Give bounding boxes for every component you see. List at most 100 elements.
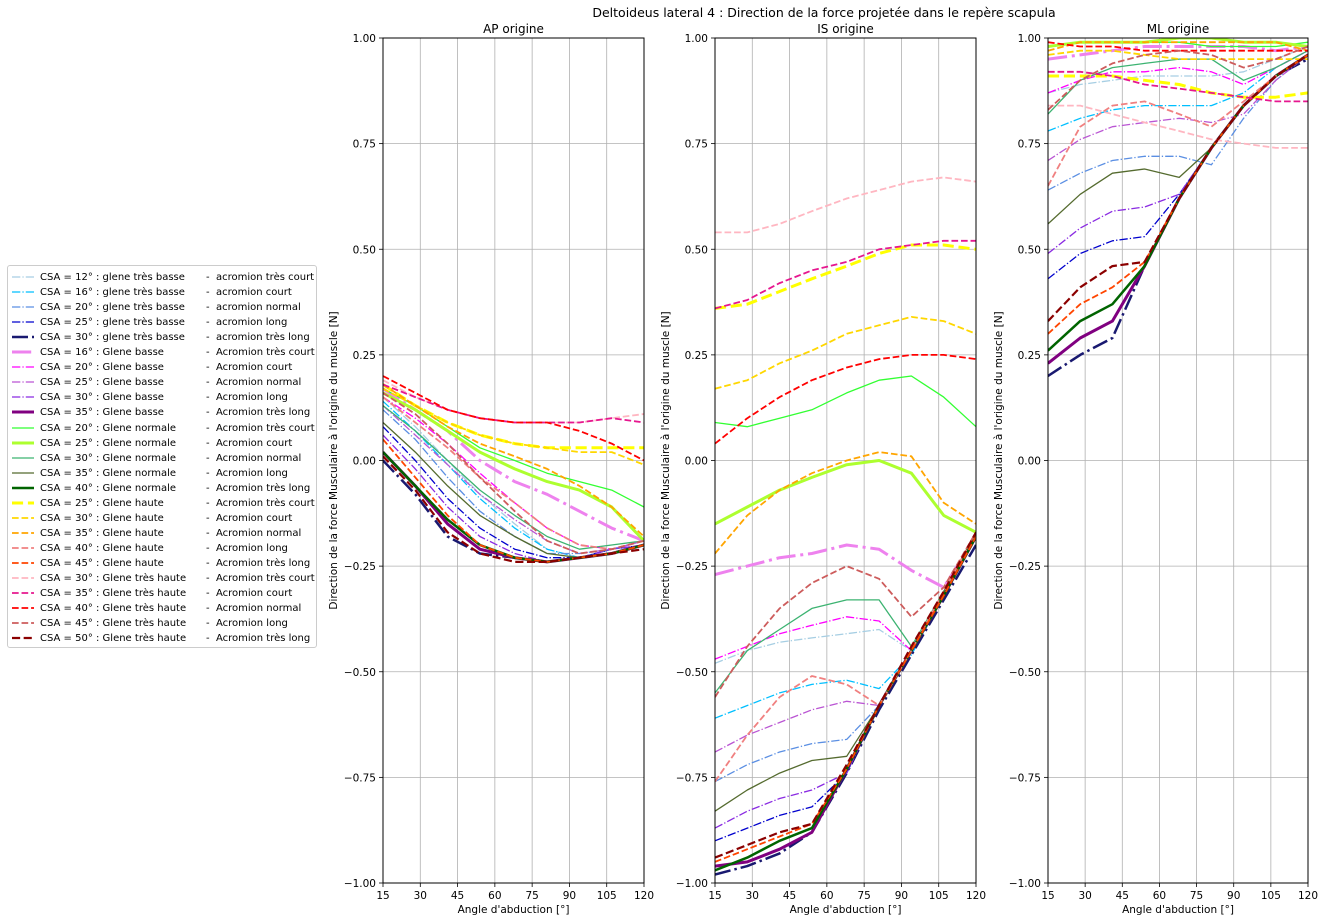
legend-label: - Acromion court — [206, 362, 293, 374]
x-tick-label: 60 — [1153, 890, 1166, 902]
series-line-18 — [383, 383, 644, 538]
series-line-15 — [1048, 53, 1308, 352]
series-line-22 — [1048, 70, 1308, 103]
series-line-3 — [715, 531, 976, 783]
series-line-21 — [715, 176, 976, 234]
x-tick-label: 90 — [563, 890, 576, 902]
y-tick-label: −1.00 — [676, 878, 708, 890]
legend-entry: CSA = 40° : Glene normale - Acromion très… — [8, 481, 316, 496]
y-tick-label: −0.25 — [1009, 561, 1041, 573]
legend-label: - Acromion normal — [206, 377, 302, 389]
series-line-24 — [715, 531, 976, 698]
y-tick-label: 0.75 — [685, 139, 708, 151]
series-line-6 — [383, 387, 644, 543]
legend-label: CSA = 30° : Glene normale — [40, 452, 177, 464]
legend-entry: CSA = 25° : Glene haute - Acromion très c… — [8, 496, 316, 511]
x-tick-label: 105 — [929, 890, 949, 902]
series-line-19 — [383, 396, 644, 551]
x-tick-label: 60 — [820, 890, 833, 902]
series-line-13 — [1048, 50, 1308, 115]
subplot-2: 15 30 45 60 75 90 105 120 −1.00 −0.75 −0.50 −0.25 0.… — [660, 22, 986, 916]
x-tick-label: 30 — [414, 890, 427, 902]
legend-label: CSA = 50° : Glene très haute — [40, 633, 187, 645]
legend-entry: CSA = 30° : Glene très haute - Acromion t… — [8, 571, 316, 586]
x-tick-label: 75 — [1190, 890, 1203, 902]
series-line-23 — [1048, 41, 1308, 52]
series-line-8 — [1048, 54, 1308, 162]
series-line-12 — [383, 391, 644, 542]
y-tick-label: −0.50 — [676, 667, 708, 679]
series-line-11 — [383, 388, 644, 508]
legend-entry: CSA = 30° : Glene haute - Acromion court — [8, 511, 316, 526]
series-line-24 — [1048, 45, 1308, 111]
legend-swatch — [12, 592, 34, 594]
legend-entry: CSA = 25° : Glene normale - Acromion cour… — [8, 436, 316, 451]
legend-label: - Acromion long — [206, 618, 288, 630]
series-line-22 — [383, 383, 644, 424]
x-tick-label: 45 — [451, 890, 464, 902]
series-line-23 — [715, 353, 976, 445]
x-axis-label: Angle d'abduction [°] — [1122, 904, 1234, 916]
subplot-title: ML origine — [1147, 22, 1209, 36]
legend-swatch — [12, 396, 34, 399]
series-line-11 — [715, 375, 976, 428]
legend-label: - acromion long — [206, 317, 288, 329]
x-tick-label: 30 — [746, 890, 759, 902]
legend-entry: CSA = 25° : Glene basse - Acromion normal — [8, 375, 316, 390]
y-tick-label: 0.25 — [1018, 350, 1041, 362]
legend-swatch — [12, 486, 34, 489]
legend-label: - Acromion normal — [206, 603, 302, 615]
legend: CSA = 12° : glene très basse - acromion t… — [7, 265, 317, 648]
legend-swatch — [12, 622, 34, 625]
legend-swatch — [12, 637, 34, 640]
series-line-20 — [715, 536, 976, 863]
y-axis-label: Direction de la force Musculaire à l'ori… — [328, 311, 340, 609]
legend-label: CSA = 25° : Glene normale — [40, 437, 177, 449]
legend-label: - Acromion très long — [206, 633, 311, 645]
legend-label: CSA = 45° : Glene très haute — [40, 618, 187, 630]
series-group — [1048, 38, 1308, 378]
legend-entry: CSA = 25° : glene très basse - acromion l… — [8, 315, 316, 330]
legend-label: - Acromion court — [206, 588, 293, 600]
legend-label: CSA = 16° : glene très basse — [40, 287, 185, 299]
series-line-25 — [383, 455, 644, 564]
legend-label: - Acromion très court — [206, 422, 315, 434]
legend-label: - Acromion long — [206, 467, 288, 479]
legend-swatch — [12, 306, 34, 308]
x-tick-label: 120 — [1298, 890, 1318, 902]
series-line-12 — [715, 459, 976, 534]
y-tick-label: −0.75 — [676, 772, 708, 784]
series-line-22 — [715, 239, 976, 310]
y-tick-label: −0.50 — [1009, 667, 1041, 679]
y-tick-label: 0.50 — [1018, 244, 1041, 256]
series-line-17 — [715, 315, 976, 390]
legend-label: - Acromion long — [206, 542, 288, 554]
legend-entry: CSA = 45° : Glene très haute - Acromion l… — [8, 616, 316, 631]
legend-swatch — [12, 441, 34, 445]
legend-swatch — [12, 456, 34, 459]
legend-entry: CSA = 30° : Glene normale - Acromion norm… — [8, 451, 316, 466]
legend-swatch — [12, 321, 34, 323]
legend-label: CSA = 30° : Glene très haute — [40, 573, 187, 584]
legend-entry: CSA = 20° : Glene basse - Acromion court — [8, 360, 316, 375]
y-tick-label: −0.75 — [344, 772, 376, 784]
legend-entry: CSA = 16° : Glene basse - Acromion très c… — [8, 345, 316, 360]
y-axis-label: Direction de la force Musculaire à l'ori… — [993, 311, 1005, 609]
legend-label: - Acromion très long — [206, 482, 311, 494]
legend-label: CSA = 20° : Glene normale — [40, 422, 177, 434]
y-tick-label: 0.75 — [1018, 139, 1041, 151]
series-line-19 — [715, 531, 976, 783]
series-line-6 — [715, 535, 976, 589]
legend-label: CSA = 20° : Glene basse — [40, 362, 164, 374]
legend-entry: CSA = 40° : Glene très haute - Acromion n… — [8, 601, 316, 616]
y-tick-label: 1.00 — [1018, 33, 1041, 45]
legend-swatch — [12, 366, 34, 368]
legend-label: CSA = 12° : glene très basse — [40, 272, 185, 283]
series-line-3 — [1048, 54, 1308, 191]
y-tick-label: 0.50 — [353, 244, 376, 256]
y-tick-label: 0.00 — [1018, 456, 1041, 468]
legend-label: CSA = 35° : Glene très haute — [40, 588, 187, 600]
series-line-7 — [1048, 50, 1308, 94]
y-tick-label: 0.50 — [685, 244, 708, 256]
series-line-25 — [1048, 53, 1308, 322]
